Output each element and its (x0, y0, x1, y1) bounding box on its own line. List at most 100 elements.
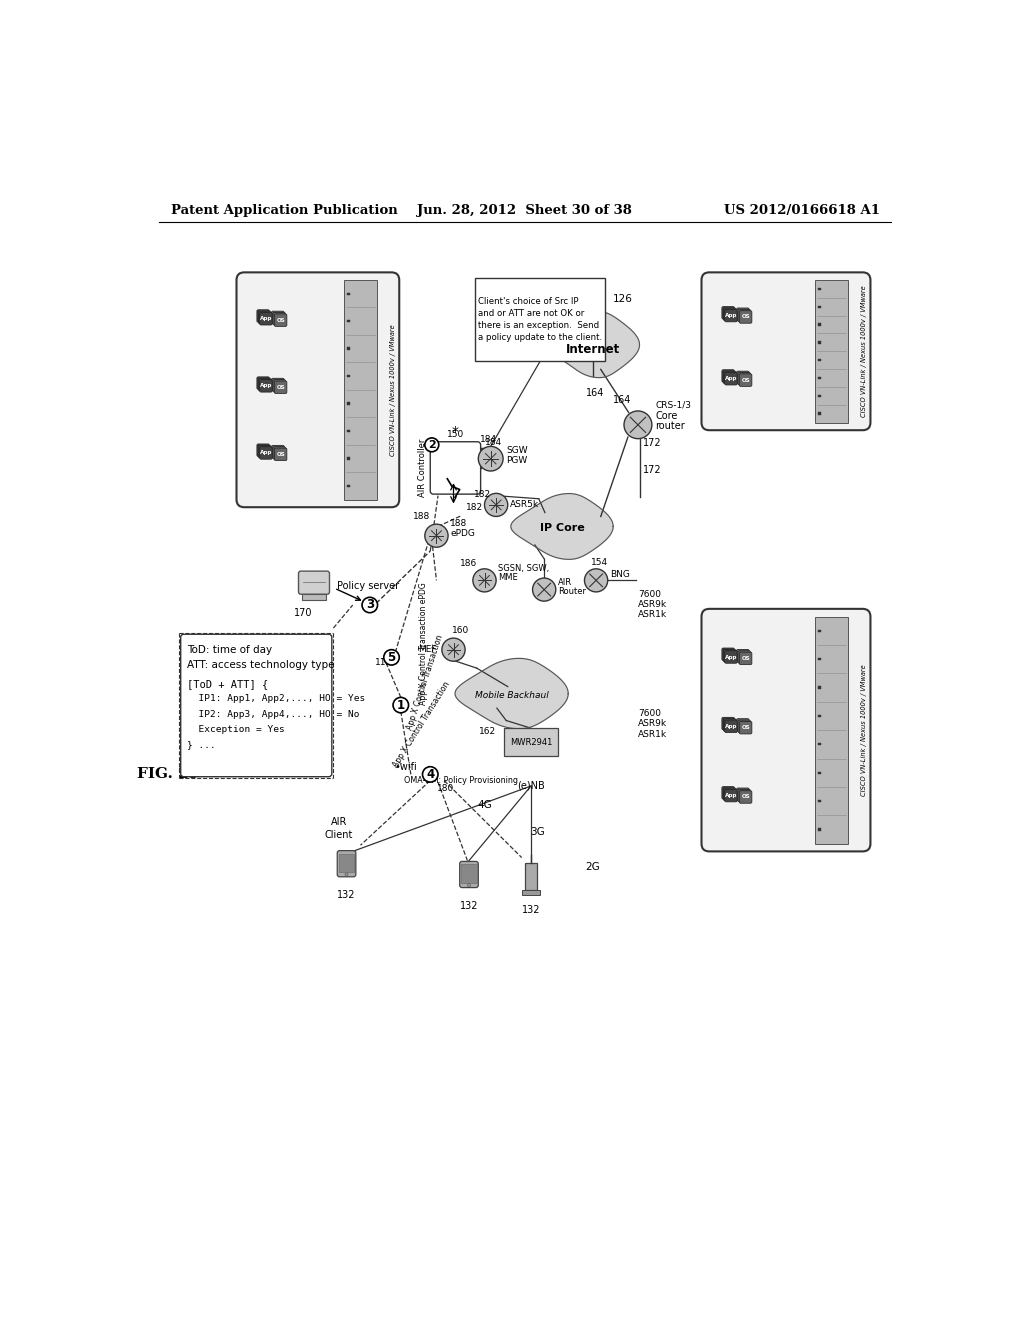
Text: Core: Core (655, 411, 677, 421)
Text: OS: OS (276, 451, 285, 457)
Text: App: App (725, 376, 737, 381)
Text: IP2: App3, App4,..., HO = No: IP2: App3, App4,..., HO = No (187, 710, 359, 718)
Text: OMA-DM: Policy Provisioning: OMA-DM: Policy Provisioning (404, 776, 518, 785)
FancyBboxPatch shape (725, 372, 737, 385)
Text: 162: 162 (479, 727, 496, 737)
Text: 182: 182 (474, 490, 492, 499)
Text: 188: 188 (451, 520, 468, 528)
Text: App: App (725, 655, 737, 660)
Text: 160: 160 (452, 626, 469, 635)
Text: 5: 5 (387, 651, 395, 664)
FancyBboxPatch shape (273, 313, 286, 325)
Bar (524, 863, 538, 890)
FancyBboxPatch shape (260, 446, 272, 459)
Bar (818, 395, 821, 397)
Polygon shape (547, 312, 640, 378)
FancyBboxPatch shape (257, 310, 269, 322)
Circle shape (442, 638, 465, 661)
FancyBboxPatch shape (738, 721, 751, 733)
Text: 188: 188 (413, 512, 430, 521)
FancyBboxPatch shape (271, 445, 284, 458)
Bar (461, 865, 477, 883)
FancyBboxPatch shape (299, 572, 330, 594)
Text: MEF: MEF (418, 645, 436, 653)
Text: 2G: 2G (586, 862, 600, 871)
Bar (302, 594, 326, 601)
Bar (818, 829, 821, 830)
FancyBboxPatch shape (258, 445, 270, 458)
Bar (818, 714, 821, 717)
Text: 180: 180 (437, 784, 455, 793)
Text: 132: 132 (522, 906, 541, 915)
FancyBboxPatch shape (725, 309, 737, 322)
Bar (818, 743, 821, 746)
Text: App X Control Transaction: App X Control Transaction (406, 634, 444, 731)
FancyBboxPatch shape (739, 652, 752, 665)
Text: Mobile Backhaul: Mobile Backhaul (475, 692, 549, 701)
Text: OS: OS (741, 795, 750, 800)
Text: 132: 132 (460, 902, 478, 911)
FancyBboxPatch shape (701, 609, 870, 851)
FancyBboxPatch shape (738, 372, 751, 385)
Circle shape (585, 569, 607, 591)
FancyBboxPatch shape (237, 272, 399, 507)
FancyBboxPatch shape (725, 789, 737, 801)
Bar (818, 412, 821, 414)
FancyBboxPatch shape (725, 651, 737, 663)
FancyBboxPatch shape (739, 310, 752, 323)
FancyBboxPatch shape (723, 308, 736, 321)
Text: MWR2941: MWR2941 (510, 738, 552, 747)
FancyBboxPatch shape (274, 447, 287, 461)
FancyBboxPatch shape (701, 272, 870, 430)
Bar (346, 319, 349, 322)
Text: OS: OS (276, 318, 285, 322)
FancyBboxPatch shape (723, 788, 736, 800)
Text: App X Control Transaction: App X Control Transaction (391, 680, 452, 768)
Text: CISCO VN-Link / Nexus 1000v / VMware: CISCO VN-Link / Nexus 1000v / VMware (861, 664, 867, 796)
Text: CRS-1/3: CRS-1/3 (655, 401, 691, 411)
Circle shape (345, 873, 348, 876)
FancyBboxPatch shape (736, 371, 750, 384)
Text: 164: 164 (587, 388, 604, 397)
Bar (815, 616, 848, 843)
Text: 7600
ASR9k
ASR1k: 7600 ASR9k ASR1k (638, 709, 667, 739)
Text: } ...: } ... (187, 741, 216, 750)
FancyBboxPatch shape (430, 442, 480, 494)
Bar (818, 323, 821, 326)
FancyBboxPatch shape (722, 648, 734, 660)
FancyBboxPatch shape (736, 308, 750, 321)
Text: OS: OS (741, 656, 750, 661)
FancyBboxPatch shape (739, 791, 752, 804)
Polygon shape (511, 494, 613, 560)
Text: AIR: AIR (558, 578, 572, 587)
Text: 172: 172 (643, 465, 662, 475)
Text: Router: Router (558, 587, 586, 597)
Text: IP1: App1, App2,..., HO = Yes: IP1: App1, App2,..., HO = Yes (187, 694, 366, 704)
Circle shape (425, 438, 438, 451)
Polygon shape (455, 659, 568, 729)
Text: MME: MME (499, 573, 518, 582)
Text: 1: 1 (396, 698, 404, 711)
FancyBboxPatch shape (722, 370, 734, 383)
FancyBboxPatch shape (739, 722, 752, 734)
Bar (818, 288, 821, 290)
FancyBboxPatch shape (271, 312, 284, 323)
FancyBboxPatch shape (722, 787, 734, 799)
Text: App: App (260, 383, 272, 388)
Bar (818, 657, 821, 660)
FancyBboxPatch shape (274, 381, 287, 393)
Text: App: App (725, 313, 737, 318)
Bar (815, 280, 848, 422)
Text: 132: 132 (337, 890, 355, 900)
Text: ASR5k: ASR5k (510, 500, 540, 510)
Circle shape (484, 494, 508, 516)
Bar (818, 772, 821, 774)
FancyBboxPatch shape (337, 850, 356, 876)
FancyBboxPatch shape (738, 309, 751, 322)
FancyBboxPatch shape (738, 789, 751, 801)
Text: [ToD + ATT] {: [ToD + ATT] { (187, 678, 268, 689)
Bar (521, 890, 541, 895)
FancyBboxPatch shape (260, 313, 272, 325)
FancyBboxPatch shape (273, 380, 286, 392)
Circle shape (532, 578, 556, 601)
